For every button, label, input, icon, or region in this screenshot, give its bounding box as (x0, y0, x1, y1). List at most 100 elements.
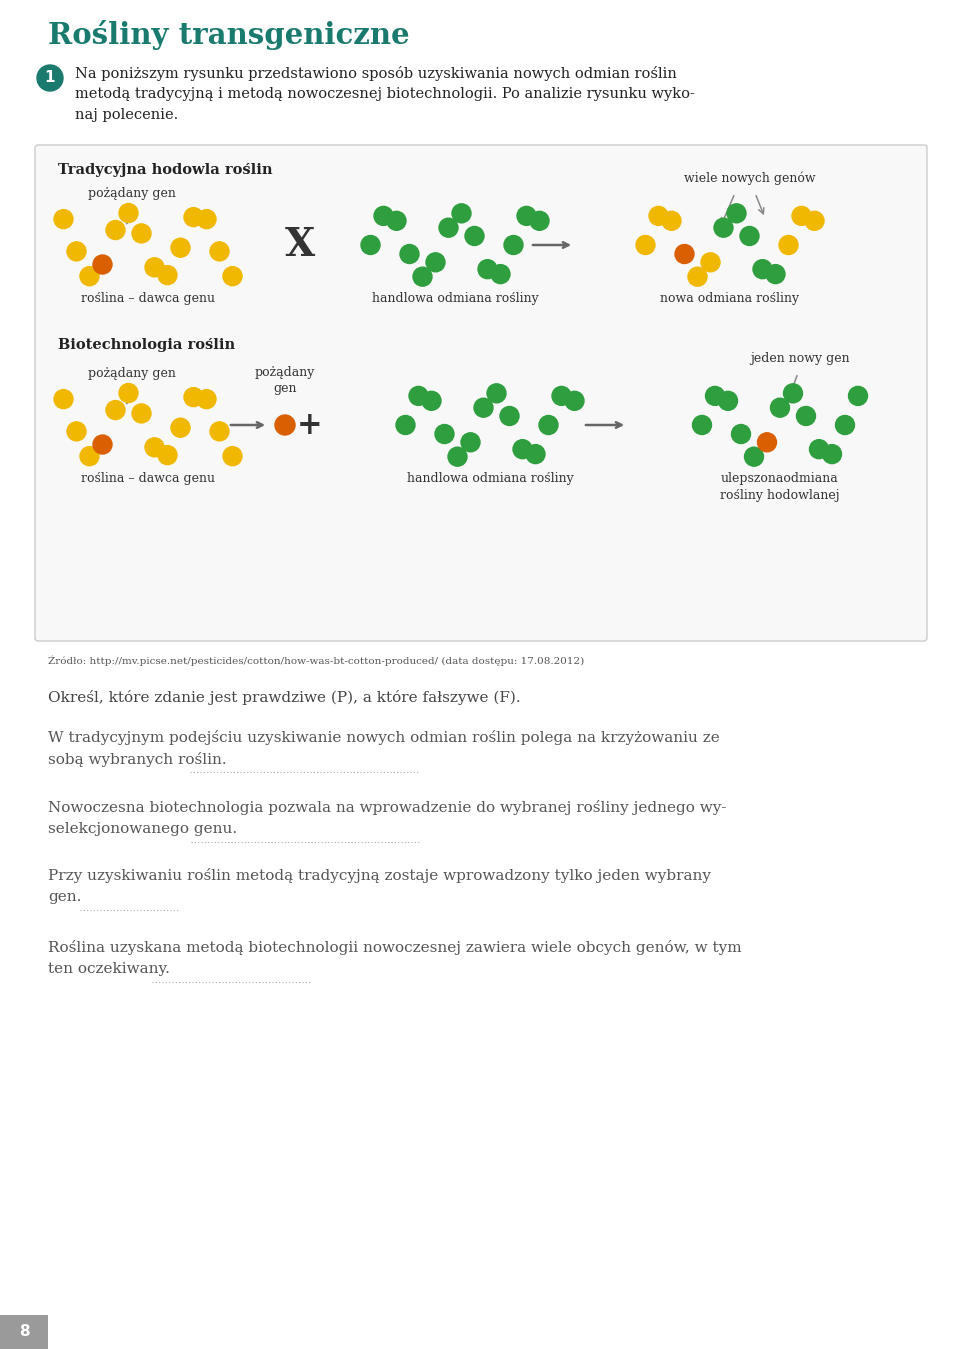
Text: jeden nowy gen: jeden nowy gen (750, 352, 850, 366)
Circle shape (132, 224, 151, 243)
Text: pożądany gen: pożądany gen (88, 367, 176, 403)
Circle shape (714, 219, 733, 237)
Circle shape (474, 398, 493, 417)
Text: metodą tradycyjną i metodą nowoczesnej biotechnologii. Po analizie rysunku wyko-: metodą tradycyjną i metodą nowoczesnej b… (75, 86, 695, 101)
Text: +: + (298, 410, 323, 441)
Circle shape (783, 384, 803, 403)
Circle shape (400, 244, 419, 263)
Circle shape (779, 236, 798, 255)
Circle shape (67, 241, 86, 260)
Text: ulepszonaodmiana
rośliny hodowlanej: ulepszonaodmiana rośliny hodowlanej (720, 472, 840, 502)
Circle shape (797, 406, 815, 425)
Circle shape (745, 447, 763, 467)
Text: Przy uzyskiwaniu roślin metodą tradycyjną zostaje wprowadzony tylko jeden wybran: Przy uzyskiwaniu roślin metodą tradycyjn… (48, 867, 711, 884)
Circle shape (491, 264, 510, 283)
Circle shape (210, 422, 229, 441)
Text: Biotechnologia roślin: Biotechnologia roślin (58, 339, 235, 352)
Circle shape (145, 438, 164, 457)
Circle shape (435, 425, 454, 444)
Circle shape (374, 206, 393, 225)
Circle shape (487, 384, 506, 403)
Text: Na poniższym rysunku przedstawiono sposób uzyskiwania nowych odmian roślin: Na poniższym rysunku przedstawiono sposó… (75, 66, 677, 81)
Circle shape (766, 264, 785, 283)
Text: pożądany gen: pożądany gen (88, 188, 176, 224)
Circle shape (171, 418, 190, 437)
Circle shape (636, 236, 655, 255)
Text: sobą wybranych roślin.: sobą wybranych roślin. (48, 751, 227, 768)
Circle shape (158, 445, 177, 464)
Circle shape (452, 204, 471, 223)
Circle shape (223, 267, 242, 286)
Text: roślina – dawca genu: roślina – dawca genu (81, 291, 215, 305)
Circle shape (835, 415, 854, 434)
Text: W tradycyjnym podejściu uzyskiwanie nowych odmian roślin polega na krzyżowaniu z: W tradycyjnym podejściu uzyskiwanie nowy… (48, 730, 720, 745)
Circle shape (771, 398, 789, 417)
Text: 8: 8 (18, 1325, 30, 1340)
Text: Roślina uzyskana metodą biotechnologii nowoczesnej zawiera wiele obcych genów, w: Roślina uzyskana metodą biotechnologii n… (48, 940, 742, 955)
Circle shape (792, 206, 811, 225)
Bar (0, 1315, 48, 1349)
Circle shape (387, 212, 406, 231)
Circle shape (649, 206, 668, 225)
Text: nowa odmiana rośliny: nowa odmiana rośliny (660, 291, 800, 305)
Circle shape (526, 445, 545, 464)
Circle shape (727, 204, 746, 223)
Circle shape (757, 433, 777, 452)
Circle shape (439, 219, 458, 237)
Text: roślina – dawca genu: roślina – dawca genu (81, 472, 215, 486)
Circle shape (753, 260, 772, 279)
Circle shape (426, 252, 445, 271)
Circle shape (692, 415, 711, 434)
Text: Tradycyjna hodowla roślin: Tradycyjna hodowla roślin (58, 163, 273, 177)
Circle shape (552, 386, 571, 406)
Circle shape (184, 387, 203, 406)
Circle shape (688, 267, 707, 286)
Text: X: X (285, 227, 315, 264)
Circle shape (413, 267, 432, 286)
Circle shape (465, 227, 484, 246)
Circle shape (119, 383, 138, 402)
Circle shape (500, 406, 519, 425)
Circle shape (93, 434, 112, 455)
Circle shape (210, 241, 229, 260)
Circle shape (171, 239, 190, 258)
Circle shape (54, 209, 73, 228)
Circle shape (422, 391, 441, 410)
Circle shape (662, 212, 681, 231)
Circle shape (106, 401, 125, 420)
Circle shape (409, 386, 428, 406)
Circle shape (396, 415, 415, 434)
Circle shape (823, 445, 842, 464)
Circle shape (701, 252, 720, 271)
Circle shape (706, 386, 725, 406)
Circle shape (539, 415, 558, 434)
Circle shape (197, 209, 216, 228)
Circle shape (849, 386, 868, 406)
Circle shape (54, 390, 73, 409)
Circle shape (93, 255, 112, 274)
Circle shape (158, 266, 177, 285)
Circle shape (805, 212, 824, 231)
Circle shape (275, 415, 295, 434)
Text: ten oczekiwany.: ten oczekiwany. (48, 962, 170, 975)
Circle shape (565, 391, 584, 410)
Circle shape (119, 204, 138, 223)
Circle shape (361, 236, 380, 255)
Circle shape (67, 422, 86, 441)
Text: Źródło: http://mv.picse.net/pesticides/cotton/how-was-bt-cotton-produced/ (data : Źródło: http://mv.picse.net/pesticides/c… (48, 656, 585, 665)
Text: Rośliny transgeniczne: Rośliny transgeniczne (48, 20, 410, 50)
Circle shape (80, 447, 99, 465)
Text: handlowa odmiana rośliny: handlowa odmiana rośliny (407, 472, 573, 486)
Circle shape (223, 447, 242, 465)
Circle shape (448, 447, 467, 467)
Text: 1: 1 (45, 70, 56, 85)
Text: Nowoczesna biotechnologia pozwala na wprowadzenie do wybranej rośliny jednego wy: Nowoczesna biotechnologia pozwala na wpr… (48, 800, 727, 815)
Text: wiele nowych genów: wiele nowych genów (684, 171, 816, 185)
Circle shape (106, 220, 125, 240)
Circle shape (478, 260, 497, 279)
Circle shape (197, 390, 216, 409)
Circle shape (145, 258, 164, 277)
Text: Określ, które zdanie jest prawdziwe (P), a które fałszywe (F).: Określ, które zdanie jest prawdziwe (P),… (48, 689, 520, 706)
Circle shape (718, 391, 737, 410)
Circle shape (675, 244, 694, 263)
